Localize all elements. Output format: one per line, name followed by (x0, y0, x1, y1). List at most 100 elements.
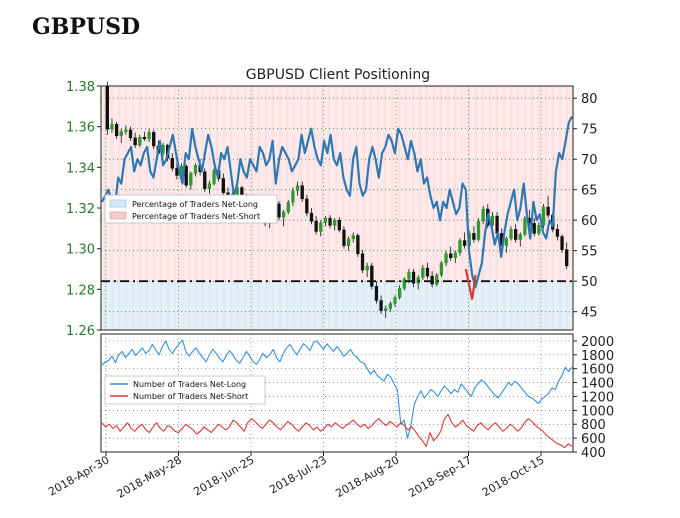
candle-body (342, 229, 346, 246)
price-tick-label: 1.34 (66, 161, 95, 176)
candle-body (291, 190, 295, 203)
price-tick-label: 1.26 (66, 324, 95, 339)
x-tick-label: 2018-Oct-15 (480, 453, 546, 499)
x-tick-label: 2018-May-28 (115, 453, 184, 501)
percent-tick-label: 80 (581, 92, 598, 107)
candle-body (541, 206, 546, 226)
candle-body (523, 217, 527, 235)
candle-body (439, 262, 444, 276)
count-tick-label: 1800 (581, 349, 614, 364)
x-tick-label: 2018-Sep-17 (406, 453, 474, 500)
candle-body (286, 202, 290, 213)
bottom-frame (100, 333, 574, 453)
percent-tick-label: 50 (581, 275, 598, 290)
count-tick-label: 2000 (581, 335, 614, 350)
candle-body (472, 233, 476, 240)
chart-title: GBPUSD Client Positioning (246, 67, 430, 83)
candle-body (221, 178, 225, 193)
candle-body (212, 170, 216, 184)
candle-body (537, 225, 541, 234)
legend-swatch-short (109, 211, 127, 220)
candle-body (124, 129, 128, 132)
price-tick-label: 1.30 (66, 243, 95, 258)
legend-swatch-long (109, 199, 127, 208)
candle-body (365, 265, 369, 271)
legend-label-short: Number of Traders Net-Short (133, 392, 248, 401)
legend-box (104, 194, 278, 224)
candle-body (453, 252, 457, 259)
candle-body (333, 219, 337, 226)
candle-body (110, 123, 114, 130)
percent-tick-label: 65 (581, 184, 598, 199)
candle-body (513, 229, 518, 240)
candle-body (142, 136, 147, 140)
candle-body (128, 129, 133, 139)
count-tick-label: 1600 (581, 363, 614, 378)
candle-body (346, 238, 351, 246)
price-tick-label: 1.38 (66, 80, 95, 95)
percent-tick-label: 60 (581, 214, 598, 229)
candle-body (309, 212, 314, 222)
candle-body (509, 229, 513, 239)
candle-body (147, 132, 151, 140)
net-short-flip-segment (464, 268, 477, 300)
candle-body (138, 136, 142, 146)
candle-body (295, 185, 300, 191)
candle-body (407, 271, 411, 280)
net-short-count-line (101, 413, 573, 449)
candle-body (384, 308, 388, 311)
candle-body (105, 85, 109, 130)
candle-body (565, 249, 569, 267)
bottom-legend: Number of Traders Net-Long Number of Trad… (104, 375, 266, 405)
candle-body (374, 286, 379, 301)
candle-body (430, 275, 434, 285)
candle-body (393, 297, 397, 304)
candle-body (119, 131, 123, 137)
top-panel: 1.38 1.36 1.34 1.32 1.30 1.28 1.26 80 75 70 65 60 55… (66, 80, 598, 339)
candle-body (476, 220, 481, 240)
candle-body (379, 300, 383, 311)
candle-body (193, 165, 198, 174)
candle-body (351, 235, 355, 240)
candle-body (532, 223, 536, 234)
candle-body (323, 217, 328, 223)
candle-body (444, 253, 448, 264)
net-short-zone (101, 86, 573, 282)
candle-body (203, 171, 207, 189)
candle-body (152, 132, 156, 147)
candle-body (425, 267, 430, 277)
count-tick-label: 1200 (581, 390, 614, 405)
price-tick-label: 1.28 (66, 283, 95, 298)
percent-tick-label: 45 (581, 306, 598, 321)
percent-tick-label: 55 (581, 245, 598, 260)
candle-body (277, 203, 281, 218)
candle-body (305, 198, 309, 214)
candle-body (518, 234, 522, 240)
price-tick-label: 1.32 (66, 202, 95, 217)
count-tick-label: 400 (581, 446, 606, 461)
candle-body (314, 220, 318, 232)
net-long-zone (101, 281, 573, 330)
candle-body (370, 265, 374, 287)
candle-body (319, 222, 323, 232)
candle-body (421, 267, 425, 278)
count-tick-label: 1400 (581, 377, 614, 392)
count-tick-label: 600 (581, 432, 606, 447)
top-legend: Percentage of Traders Net-Long Percentage… (104, 194, 278, 224)
x-tick-label: 2018-Jun-25 (191, 453, 256, 498)
candle-body (356, 235, 360, 254)
candle-body (495, 215, 499, 234)
candle-body (458, 240, 462, 253)
candle-body (337, 219, 341, 231)
legend-label-short: Percentage of Traders Net-Short (132, 212, 260, 221)
candle-body (360, 253, 365, 271)
candle-body (300, 185, 304, 200)
net-long-count-line (101, 339, 573, 439)
count-tick-label: 800 (581, 418, 606, 433)
count-tick-label: 1000 (581, 404, 614, 419)
candle-body (189, 173, 193, 186)
candle-body (170, 157, 174, 169)
candle-body (481, 208, 485, 222)
candle-body (207, 183, 212, 189)
